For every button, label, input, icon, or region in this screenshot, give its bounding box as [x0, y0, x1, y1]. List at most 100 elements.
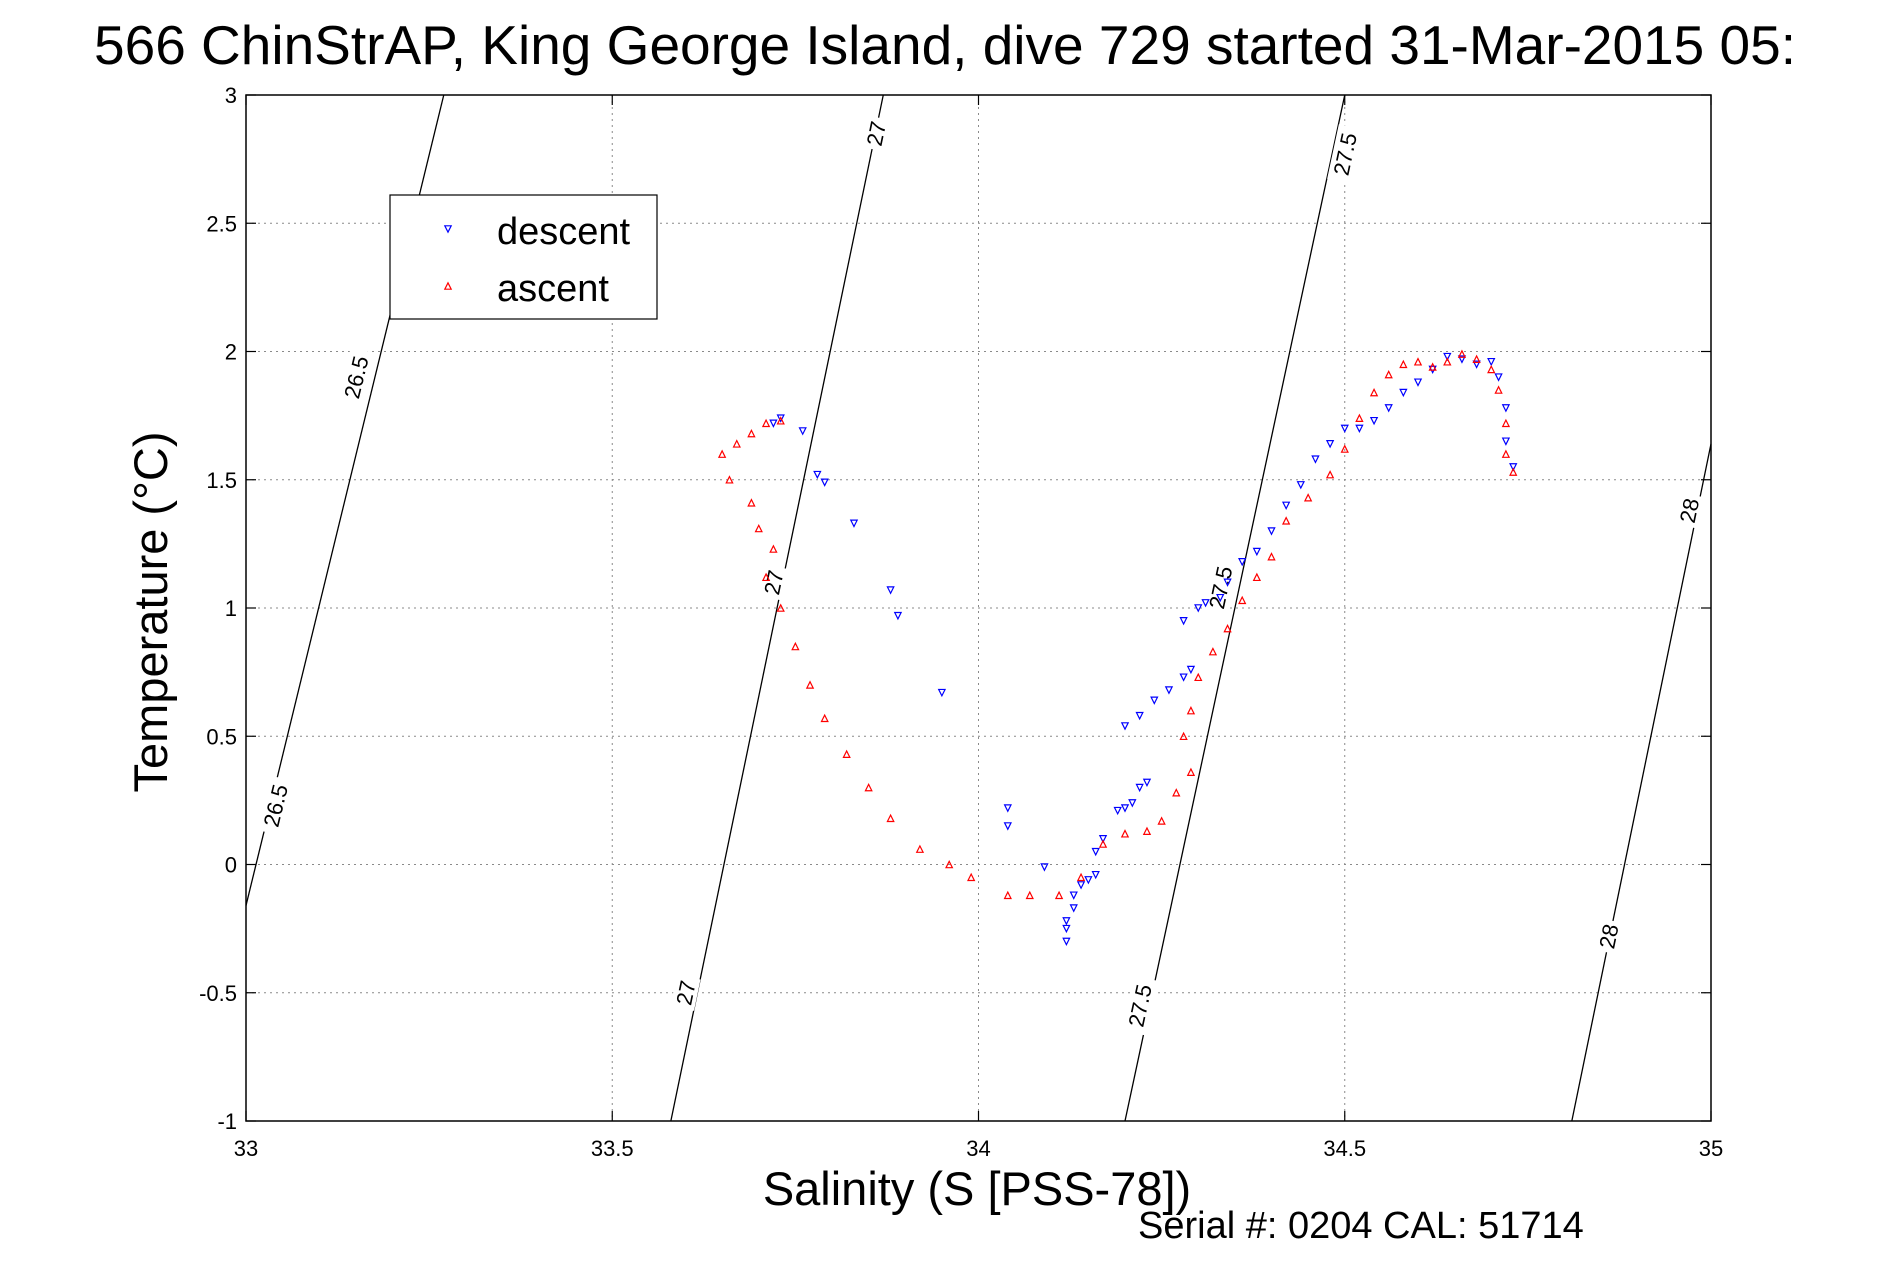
- ascent-point: [886, 813, 895, 823]
- descent-point: [1091, 847, 1100, 857]
- ascent-point: [717, 449, 727, 458]
- ascent-point: [820, 713, 829, 723]
- ascent-point: [761, 572, 771, 582]
- descent-point: [1069, 891, 1078, 900]
- ascent-point: [761, 418, 771, 428]
- descent-point: [1494, 373, 1503, 382]
- descent-point: [1003, 804, 1012, 813]
- descent-point: [1267, 527, 1276, 536]
- contour-label-backdrop: [1674, 492, 1705, 529]
- descent-point: [1040, 863, 1049, 872]
- ascent-point: [945, 859, 954, 869]
- ascent-point: [1186, 767, 1196, 776]
- ascent-point: [1281, 516, 1291, 525]
- descent-point: [1325, 440, 1335, 449]
- ascent-point: [754, 523, 763, 533]
- descent-point: [1399, 388, 1408, 398]
- descent-point: [1135, 783, 1144, 793]
- contour-label: 27.5: [1204, 564, 1237, 611]
- ascent-point: [1076, 872, 1086, 882]
- ascent-point: [1501, 418, 1511, 428]
- descent-point: [1194, 604, 1203, 613]
- axis-ticks: 33 33.5 34 34.5 35 -1 -0.5 0 0.5 1 1.5 2 2.5 3: [199, 83, 1723, 1161]
- descent-point: [1413, 378, 1423, 387]
- contour-label: 26.5: [259, 782, 293, 830]
- y-tick-label: -1: [217, 1109, 237, 1134]
- descent-point: [1069, 904, 1078, 913]
- contour-label: 27: [862, 119, 891, 148]
- y-tick-label: 3: [225, 83, 237, 108]
- ascent-point: [747, 429, 756, 438]
- descent-point: [1186, 665, 1196, 675]
- descent-point: [1179, 673, 1188, 682]
- descent-point: [1443, 352, 1452, 362]
- descent-point: [1091, 870, 1100, 880]
- descent-point: [1084, 876, 1093, 885]
- ascent-point: [1399, 359, 1408, 369]
- contour-label: 28: [1594, 922, 1623, 951]
- y-tick-label: 0.5: [206, 724, 237, 749]
- ascent-point: [1003, 890, 1012, 900]
- ascent-point: [1457, 349, 1467, 358]
- ascent-point: [915, 844, 925, 853]
- descent-point: [1142, 778, 1152, 787]
- descent-point: [1501, 404, 1511, 413]
- ascent-point: [776, 603, 785, 612]
- ascent-point: [1054, 890, 1064, 900]
- ascent-point: [1238, 595, 1247, 605]
- descent-point: [937, 688, 947, 698]
- ascent-point: [1303, 493, 1313, 502]
- descent-point: [1252, 547, 1262, 557]
- descent-point: [1150, 696, 1159, 705]
- descent-point: [1164, 686, 1174, 695]
- ascent-point: [1179, 731, 1188, 741]
- ascent-point: [1186, 706, 1196, 715]
- descent-point: [1216, 593, 1225, 603]
- descent-point: [813, 470, 822, 480]
- ascent-point: [1098, 839, 1108, 848]
- contour-label-backdrop: [1327, 124, 1363, 184]
- descent-point: [820, 478, 829, 487]
- x-tick-label: 35: [1699, 1136, 1723, 1161]
- ascent-point: [1384, 370, 1393, 379]
- descent-point: [1179, 617, 1188, 626]
- ascent-point: [1443, 357, 1452, 366]
- contour-label-backdrop: [257, 775, 294, 836]
- ascent-point: [805, 680, 815, 689]
- ascent-point: [1120, 829, 1130, 838]
- descent-point: [769, 419, 778, 428]
- x-axis-label: Salinity (S [PSS-78]): [763, 1162, 1191, 1215]
- descent-point: [1501, 437, 1511, 446]
- descent-point: [1201, 599, 1210, 608]
- descent-point: [798, 427, 807, 436]
- descent-point: [1355, 424, 1364, 433]
- density-contour-line: [1124, 94, 1346, 1122]
- ascent-point: [776, 416, 785, 425]
- contour-label: 28: [1675, 496, 1704, 525]
- ascent-point: [864, 783, 873, 792]
- y-axis-label: Temperature (°C): [124, 432, 177, 793]
- contour-label-backdrop: [1122, 975, 1158, 1036]
- contour-label: 27: [759, 568, 788, 597]
- descent-point: [776, 414, 785, 423]
- descent-point: [1384, 404, 1393, 413]
- descent-series: [769, 352, 1518, 946]
- contour-label-backdrop: [1202, 557, 1238, 618]
- legend-ascent-marker: [443, 281, 453, 290]
- descent-point: [1062, 937, 1071, 946]
- ascent-point: [1142, 826, 1152, 835]
- descent-point: [1428, 365, 1437, 374]
- density-contour-line: [670, 94, 884, 1122]
- ascent-point: [1172, 788, 1181, 797]
- descent-point: [1113, 806, 1122, 816]
- y-tick-label: 0: [225, 853, 237, 878]
- descent-point: [886, 586, 895, 595]
- descent-point: [1311, 455, 1320, 464]
- ascent-point: [791, 641, 800, 651]
- ascent-point: [1325, 470, 1335, 479]
- ascent-point: [769, 544, 778, 553]
- y-tick-label: 2.5: [206, 211, 237, 236]
- descent-point: [1369, 416, 1379, 426]
- descent-point: [1238, 558, 1247, 567]
- density-contour-line: [1571, 443, 1712, 1122]
